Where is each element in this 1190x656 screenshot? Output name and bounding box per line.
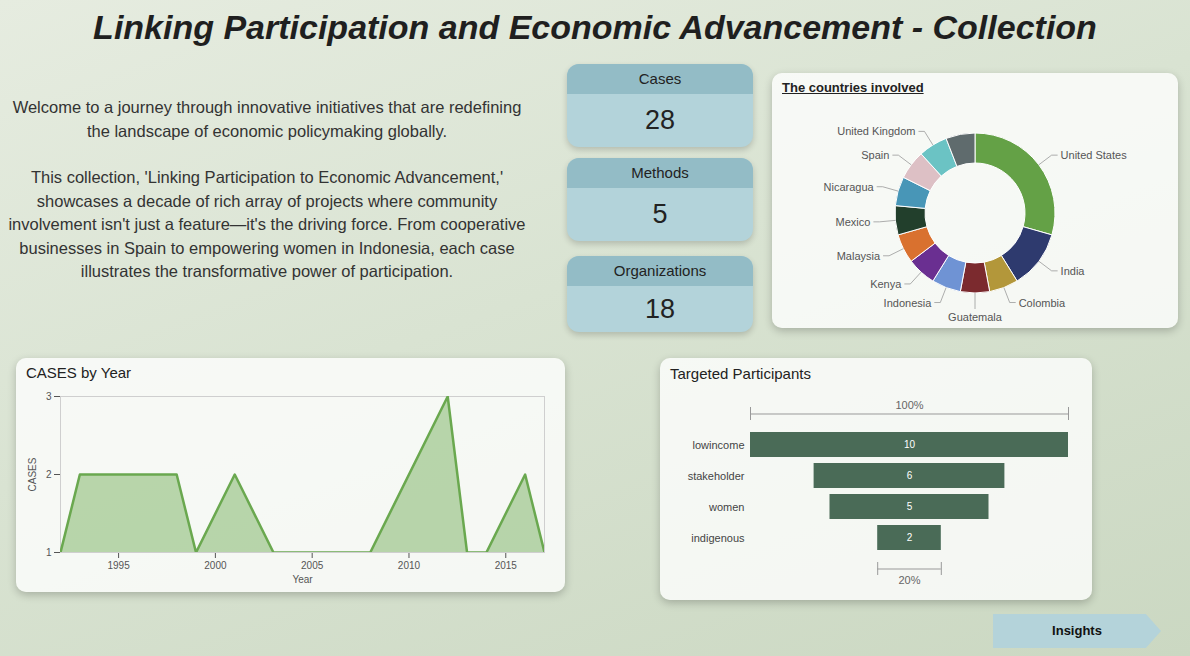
svg-text:India: India: [1061, 265, 1086, 277]
svg-text:indigenous: indigenous: [691, 532, 745, 544]
svg-text:Nicaragua: Nicaragua: [824, 181, 875, 193]
svg-text:2: 2: [46, 469, 52, 480]
svg-text:United Kingdom: United Kingdom: [837, 125, 915, 137]
html-text:Cases: Cases: [638, 70, 682, 87]
svg-text:2010: 2010: [398, 560, 421, 571]
svg-text:United States: United States: [1061, 149, 1128, 161]
html-text:18: 18: [645, 294, 675, 324]
html-text:Welcome to a journey through i: Welcome to a journey through innovative …: [12, 98, 522, 140]
svg-text:2005: 2005: [301, 560, 324, 571]
html-text:This collection, 'Linking Part: This collection, 'Linking Participation …: [8, 168, 526, 280]
svg-text:2015: 2015: [495, 560, 518, 571]
svg-text:2: 2: [907, 532, 913, 543]
svg-text:Kenya: Kenya: [870, 278, 902, 290]
svg-text:Spain: Spain: [861, 149, 889, 161]
svg-text:Year: Year: [292, 574, 313, 585]
svg-text:Mexico: Mexico: [836, 216, 871, 228]
svg-text:Guatemala: Guatemala: [948, 311, 1003, 323]
svg-text:2000: 2000: [204, 560, 227, 571]
svg-text:CASES: CASES: [27, 457, 38, 491]
html-text:5: 5: [652, 199, 668, 229]
svg-text:women: women: [708, 501, 744, 513]
html-text:Methods: Methods: [631, 164, 689, 181]
svg-text:1: 1: [46, 547, 52, 558]
svg-text:Colombia: Colombia: [1019, 297, 1066, 309]
svg-text:Indonesia: Indonesia: [884, 297, 933, 309]
html-text:Linking Participation and Econ: Linking Participation and Economic Advan…: [93, 8, 1097, 46]
html-text:Insights: Insights: [1052, 623, 1102, 638]
html-text:CASES by Year: CASES by Year: [26, 364, 132, 381]
html-text:28: 28: [645, 105, 675, 135]
svg-text:20%: 20%: [898, 574, 920, 586]
svg-text:lowincome: lowincome: [693, 439, 745, 451]
svg-text:100%: 100%: [895, 399, 923, 411]
html-text:The countries involved: The countries involved: [782, 80, 924, 95]
svg-text:5: 5: [907, 501, 913, 512]
svg-text:stakeholder: stakeholder: [688, 470, 745, 482]
svg-text:Malaysia: Malaysia: [837, 250, 881, 262]
html-text:Organizations: Organizations: [613, 262, 707, 279]
svg-text:6: 6: [907, 470, 913, 481]
svg-text:10: 10: [904, 439, 916, 450]
svg-text:1995: 1995: [107, 560, 130, 571]
html-text:Targeted Participants: Targeted Participants: [670, 365, 811, 382]
svg-text:3: 3: [46, 391, 52, 402]
